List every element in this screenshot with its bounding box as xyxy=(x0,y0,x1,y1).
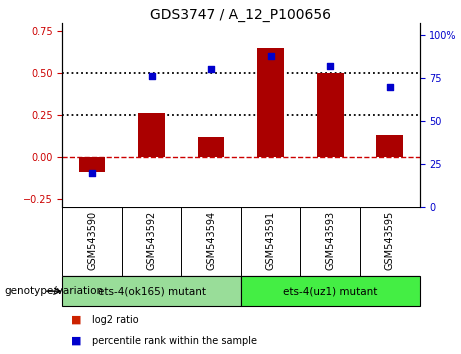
Bar xyxy=(138,113,165,157)
Point xyxy=(207,67,215,72)
Text: log2 ratio: log2 ratio xyxy=(92,315,139,325)
Text: GSM543590: GSM543590 xyxy=(87,211,97,270)
FancyBboxPatch shape xyxy=(62,276,241,306)
Text: GSM543592: GSM543592 xyxy=(147,211,157,270)
Point xyxy=(148,74,155,79)
Bar xyxy=(257,48,284,157)
Text: percentile rank within the sample: percentile rank within the sample xyxy=(92,336,257,346)
Text: GSM543591: GSM543591 xyxy=(266,211,276,270)
Point xyxy=(326,63,334,69)
Text: GSM543595: GSM543595 xyxy=(385,211,395,270)
Text: ■: ■ xyxy=(71,315,82,325)
Title: GDS3747 / A_12_P100656: GDS3747 / A_12_P100656 xyxy=(150,8,331,22)
Text: ets-4(uz1) mutant: ets-4(uz1) mutant xyxy=(283,286,378,296)
Bar xyxy=(79,157,106,172)
Point xyxy=(89,170,96,176)
Text: ets-4(ok165) mutant: ets-4(ok165) mutant xyxy=(98,286,206,296)
Text: GSM543593: GSM543593 xyxy=(325,211,335,270)
Text: GSM543594: GSM543594 xyxy=(206,211,216,270)
FancyBboxPatch shape xyxy=(241,276,420,306)
Bar xyxy=(317,73,343,157)
Point xyxy=(386,84,393,90)
Text: ■: ■ xyxy=(71,336,82,346)
Point xyxy=(267,53,274,58)
Bar xyxy=(376,135,403,157)
Bar xyxy=(198,137,225,157)
Text: genotype/variation: genotype/variation xyxy=(5,286,104,296)
